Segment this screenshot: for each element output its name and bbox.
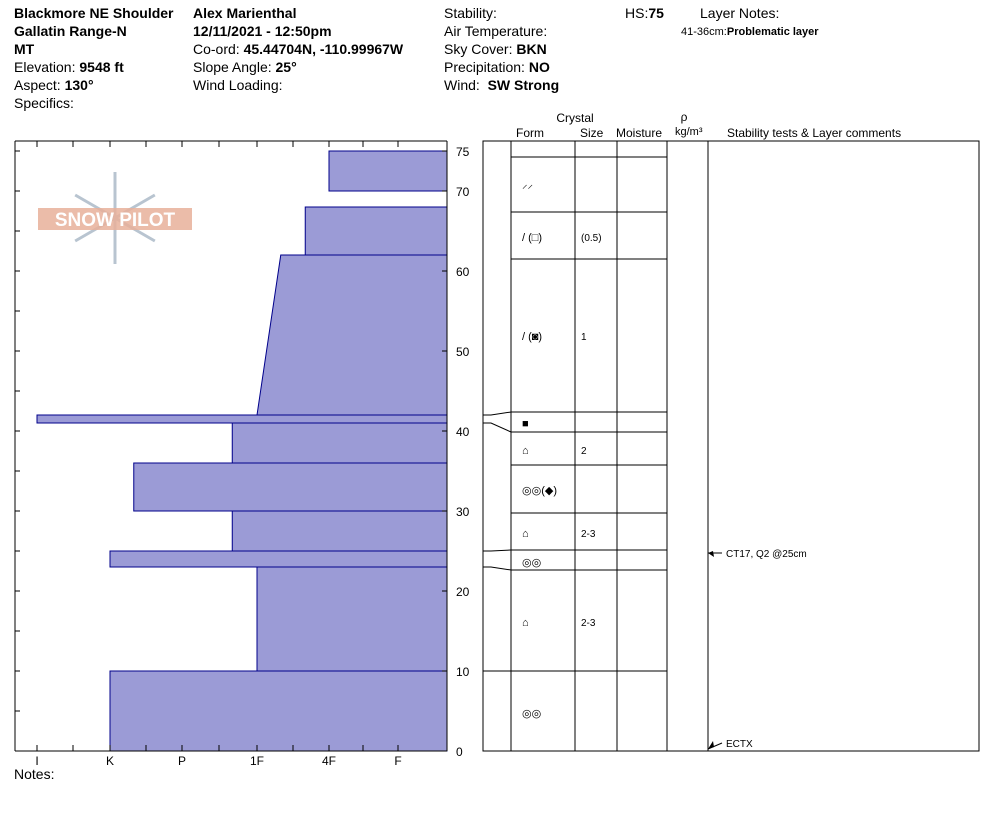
wind-value: SW Strong [487,77,560,93]
elevation-label: Elevation: [14,59,76,75]
crystal-size: 2-3 [581,529,596,540]
hardness-bar-6 [231,510,448,552]
layer-note-text: Problematic layer [726,26,819,38]
test-arrowhead-0 [708,551,714,557]
form-header: Form [516,126,544,140]
crystal-size: 2-3 [581,618,596,629]
connector-line-3 [483,566,512,571]
hardness-bar-7 [109,550,448,568]
layer-note-range: 41-36cm: [681,26,727,38]
stability-test-0: CT17, Q2 @25cm [726,549,807,560]
melt-forms-symbol: ◎◎(◆) [522,485,557,497]
observation-datetime: 12/11/2021 - 12:50pm [193,23,332,39]
sky-label: Sky Cover: [444,41,513,57]
decomposing-depth-hoar-symbol: / (◙) [522,331,542,343]
layer-table: Crystal Form Size Moisture ρ kg/m³ Stability t… [482,110,980,752]
height-tick-label: 30 [456,505,470,519]
test-arrowhead-1 [708,741,714,749]
snowpilot-logo: SNOW PILOT [38,172,192,264]
melt-forms-symbol: ◎◎ [522,557,541,569]
hardness-bar-3 [36,414,448,424]
hardness-bar-0 [328,150,448,192]
crystal-size: (0.5) [581,233,602,244]
ice-symbol: ■ [522,418,529,430]
layer-notes-label: Layer Notes: [700,5,780,21]
air-temp-label: Air Temperature: [444,23,548,39]
coord-label: Co-ord: [193,41,240,57]
conditions-block: Stability: Air Temperature: Sky Cover: B… [444,4,559,94]
height-tick-label: 70 [456,185,470,199]
density-unit-header: kg/m³ [675,126,703,138]
connector-line-1 [483,422,512,433]
hardness-bar-2 [256,254,448,416]
layer-note: 41-36cm:Problematic layer [681,23,819,41]
faceted-symbol: ⌂ [522,445,529,457]
location-block: Blackmore NE Shoulder Gallatin Range-N M… [14,4,174,112]
precip-value: NO [528,59,550,75]
stability-label: Stability: [444,5,497,21]
wind-loading-label: Wind Loading: [193,77,283,93]
hardness-bar-8 [256,566,448,672]
comments-header: Stability tests & Layer comments [727,126,901,140]
aspect-label: Aspect: [14,77,61,93]
faceted-symbol: ⌂ [522,528,529,540]
logo-text: SNOW PILOT [55,210,176,231]
stability-test-1: ECTX [726,739,753,750]
hardness-profile-chart: 0 10 20 30 40 50 60 70 75 I K P 1F 4F F [14,140,470,768]
rho-header: ρ [681,110,688,124]
crystal-size: 2 [581,446,587,457]
layer-notes-block: Layer Notes: [700,4,779,22]
connector-line-0 [483,411,512,416]
height-tick-label: 75 [456,145,470,159]
height-tick-label: 20 [456,585,470,599]
hardness-label-1F: 1F [250,754,264,768]
specifics-label: Specifics: [14,95,74,111]
crystal-size: 1 [581,332,587,343]
height-tick-label: 60 [456,265,470,279]
moisture-header: Moisture [616,126,662,140]
location-range: Gallatin Range-N [14,23,127,39]
hardness-bar-5 [133,462,448,512]
coord-value: 45.44704N, -110.99967W [243,41,404,57]
hardness-bar-4 [231,422,448,464]
table-frame [482,140,980,752]
location-state: MT [14,41,35,57]
height-tick-label: 10 [456,665,470,679]
hardness-label-4F: 4F [322,754,336,768]
aspect-value: 130° [64,77,94,93]
decomposing-faceted-symbol: / (□) [522,232,542,244]
hardness-bar-1 [304,206,448,256]
decomposing-symbol: ⸝⸝ [522,179,533,191]
wind-label: Wind: [444,77,480,93]
logo-banner [38,208,192,230]
height-tick-label: 50 [456,345,470,359]
size-header: Size [580,126,604,140]
height-tick-label: 40 [456,425,470,439]
precip-label: Precipitation: [444,59,525,75]
connector-line-2 [483,549,512,552]
hs-label: HS: [625,5,649,21]
hs-block: HS:75 [625,4,664,22]
faceted-symbol: ⌂ [522,617,529,629]
slope-label: Slope Angle: [193,59,272,75]
hs-value: 75 [648,5,664,21]
crystal-header: Crystal [556,111,593,125]
notes-label: Notes: [14,766,55,782]
slope-value: 25° [275,59,297,75]
location-name: Blackmore NE Shoulder [14,5,174,21]
hardness-label-K: K [106,754,114,768]
hardness-label-I: I [35,754,38,768]
elevation-value: 9548 ft [79,59,124,75]
hardness-label-P: P [178,754,186,768]
hardness-bar-9 [109,670,448,752]
sky-value: BKN [516,41,547,57]
melt-forms-symbol: ◎◎ [522,708,541,720]
height-tick-label: 0 [456,745,463,759]
hardness-label-F: F [394,754,401,768]
observer-block: Alex Marienthal 12/11/2021 - 12:50pm Co-… [193,4,403,94]
observer-name: Alex Marienthal [193,5,297,21]
